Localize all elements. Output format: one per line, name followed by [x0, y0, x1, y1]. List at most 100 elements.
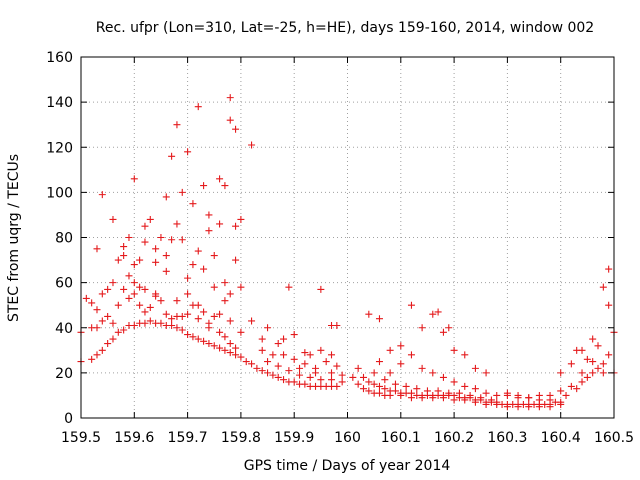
data-point — [258, 367, 266, 375]
x-tick-label: 159.8 — [221, 430, 261, 446]
data-point — [402, 382, 410, 390]
data-point — [583, 373, 591, 381]
data-point — [136, 283, 144, 291]
data-point — [594, 364, 602, 372]
data-point — [98, 317, 106, 325]
data-point — [599, 369, 607, 377]
data-point — [162, 193, 170, 201]
data-point — [226, 94, 234, 102]
data-point — [184, 148, 192, 156]
data-point — [429, 394, 437, 402]
data-point — [109, 215, 117, 223]
data-point — [493, 400, 501, 408]
data-point — [226, 290, 234, 298]
data-point — [216, 310, 224, 318]
data-point — [216, 220, 224, 228]
data-point — [317, 376, 325, 384]
y-axis-label: STEC from uqrg / TECUs — [6, 154, 22, 322]
data-point — [535, 391, 543, 399]
data-point — [354, 364, 362, 372]
data-point — [338, 378, 346, 386]
data-point — [136, 301, 144, 309]
data-point — [221, 333, 229, 341]
data-point — [98, 290, 106, 298]
data-point — [317, 285, 325, 293]
data-point — [184, 310, 192, 318]
x-tick-label: 160.2 — [434, 430, 474, 446]
data-point — [365, 387, 373, 395]
data-point — [264, 358, 272, 366]
data-point — [237, 328, 245, 336]
data-point — [109, 335, 117, 343]
data-point — [114, 301, 122, 309]
data-point — [221, 182, 229, 190]
data-point — [567, 382, 575, 390]
data-point — [370, 369, 378, 377]
data-point — [397, 360, 405, 368]
data-point — [418, 394, 426, 402]
data-point — [280, 376, 288, 384]
data-point — [109, 319, 117, 327]
data-point — [557, 387, 565, 395]
data-point — [210, 312, 218, 320]
data-point — [125, 272, 133, 280]
data-point — [445, 324, 453, 332]
data-point — [168, 315, 176, 323]
data-point — [333, 362, 341, 370]
data-point — [605, 351, 613, 359]
data-point — [514, 403, 522, 411]
data-point — [184, 290, 192, 298]
data-point — [120, 243, 128, 251]
y-tick-label: 120 — [46, 140, 73, 156]
data-point — [301, 380, 309, 388]
data-point — [205, 227, 213, 235]
data-point — [322, 358, 330, 366]
data-point — [200, 308, 208, 316]
data-point — [370, 380, 378, 388]
data-point — [173, 297, 181, 305]
data-point — [599, 283, 607, 291]
data-point — [162, 267, 170, 275]
data-point — [312, 369, 320, 377]
data-point — [104, 285, 112, 293]
data-point — [226, 349, 234, 357]
data-point — [418, 364, 426, 372]
data-point — [258, 335, 266, 343]
data-point — [391, 387, 399, 395]
data-point — [301, 349, 309, 357]
data-point — [184, 274, 192, 282]
data-point — [407, 351, 415, 359]
data-point — [200, 337, 208, 345]
data-point — [365, 310, 373, 318]
data-point — [605, 265, 613, 273]
y-tick-label: 140 — [46, 95, 73, 111]
data-point — [359, 385, 367, 393]
data-point — [423, 387, 431, 395]
data-point — [232, 351, 240, 359]
data-point — [450, 378, 458, 386]
data-point — [439, 394, 447, 402]
data-point — [232, 256, 240, 264]
data-point — [450, 396, 458, 404]
data-point — [194, 335, 202, 343]
data-point — [375, 315, 383, 323]
data-point — [205, 211, 213, 219]
data-point — [386, 391, 394, 399]
data-point — [88, 299, 96, 307]
data-point — [290, 331, 298, 339]
x-tick-label: 159.9 — [274, 430, 314, 446]
data-point — [562, 391, 570, 399]
data-point — [114, 328, 122, 336]
data-point — [386, 346, 394, 354]
data-point — [248, 317, 256, 325]
data-point — [237, 353, 245, 361]
data-point — [455, 389, 463, 397]
data-point — [434, 308, 442, 316]
data-point — [104, 312, 112, 320]
data-point — [349, 373, 357, 381]
data-point — [354, 380, 362, 388]
data-point — [130, 279, 138, 287]
data-point — [296, 371, 304, 379]
data-point — [333, 382, 341, 390]
